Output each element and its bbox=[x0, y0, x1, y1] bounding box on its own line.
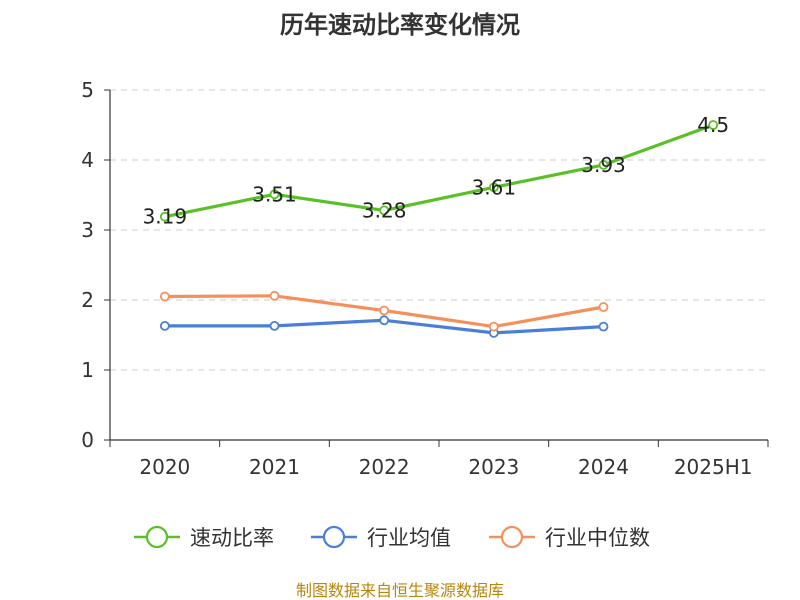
data-point bbox=[159, 211, 170, 222]
y-tick-label: 2 bbox=[81, 288, 94, 312]
data-point bbox=[379, 315, 390, 326]
y-tick-label: 3 bbox=[81, 218, 94, 242]
legend-marker bbox=[145, 525, 169, 549]
legend-marker bbox=[322, 525, 346, 549]
data-point bbox=[269, 290, 280, 301]
y-tick-label: 5 bbox=[81, 78, 94, 102]
data-point bbox=[488, 321, 499, 332]
series-line-0 bbox=[163, 123, 715, 219]
data-point bbox=[708, 120, 719, 130]
y-tick-label: 0 bbox=[81, 428, 94, 452]
x-tick-label: 2023 bbox=[468, 455, 519, 479]
y-tick-label: 4 bbox=[81, 148, 94, 172]
y-tick-label: 1 bbox=[81, 358, 94, 382]
x-tick-label: 2020 bbox=[139, 455, 190, 479]
data-point bbox=[598, 159, 609, 170]
legend-label: 速动比率 bbox=[190, 526, 274, 550]
data-label: 4.5 bbox=[697, 113, 729, 137]
data-point bbox=[598, 302, 609, 312]
data-label: 3.19 bbox=[143, 205, 188, 229]
data-point bbox=[269, 189, 280, 200]
legend-label: 行业中位数 bbox=[545, 526, 650, 550]
data-point bbox=[488, 182, 499, 193]
legend[interactable]: 速动比率 行业均值 行业中位数 bbox=[134, 525, 650, 550]
axes: 0 1 2 3 4 5 2020 2021 2022 2023 2024 2025H1 bbox=[81, 78, 769, 479]
data-label: 3.51 bbox=[252, 182, 297, 206]
legend-item-2[interactable]: 行业中位数 bbox=[489, 525, 650, 550]
data-label: 3.93 bbox=[581, 153, 626, 177]
legend-item-1[interactable]: 行业均值 bbox=[311, 525, 451, 550]
data-label: 3.61 bbox=[472, 175, 517, 199]
chart-title: 历年速动比率变化情况 bbox=[280, 11, 520, 39]
legend-marker bbox=[500, 525, 524, 549]
data-point bbox=[159, 291, 170, 302]
legend-label: 行业均值 bbox=[367, 526, 451, 550]
x-tick-label: 2022 bbox=[359, 455, 410, 479]
data-labels: 3.19 3.51 3.28 3.61 3.93 4.5 bbox=[143, 113, 730, 229]
data-point bbox=[379, 205, 390, 216]
data-point bbox=[379, 305, 390, 316]
x-tick-label: 2024 bbox=[578, 455, 629, 479]
data-label: 3.28 bbox=[362, 198, 407, 222]
data-point bbox=[269, 320, 280, 331]
source-note: 制图数据来自恒生聚源数据库 bbox=[296, 581, 504, 600]
series-layer bbox=[159, 120, 719, 338]
x-tick-label: 2021 bbox=[249, 455, 300, 479]
x-tick-label: 2025H1 bbox=[674, 455, 753, 479]
data-point bbox=[159, 320, 170, 331]
data-point bbox=[598, 321, 609, 332]
legend-item-0[interactable]: 速动比率 bbox=[134, 525, 274, 550]
